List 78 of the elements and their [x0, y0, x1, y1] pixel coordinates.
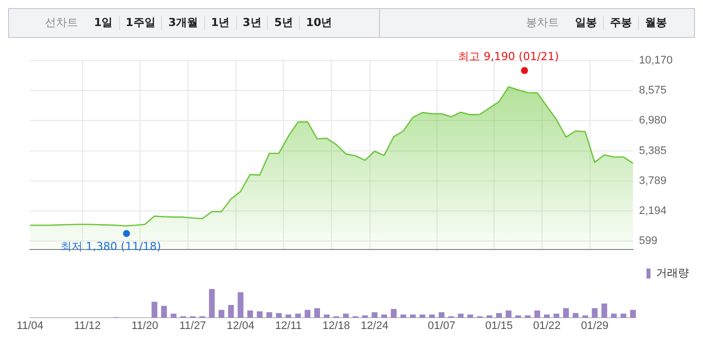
- x-tick-label: 11/20: [130, 320, 160, 333]
- text: 1주일: [118, 16, 162, 30]
- bar: [458, 314, 464, 318]
- bar: [170, 314, 176, 318]
- bar: [572, 313, 578, 318]
- text: 봉차트: [525, 16, 560, 30]
- bar: [601, 304, 608, 318]
- x-tick-label: 11/04: [16, 320, 44, 333]
- y-tick-label: 599: [639, 234, 658, 247]
- text: 5년: [267, 16, 299, 30]
- x-tick-label: 01/22: [532, 320, 562, 333]
- bar: [295, 314, 301, 318]
- text: 선차트: [44, 16, 79, 30]
- y-tick-label: 2,194: [639, 204, 667, 217]
- bar: [238, 292, 244, 318]
- x-tick-label: 01/07: [426, 320, 456, 333]
- bar: [524, 315, 531, 318]
- x-tick-label: 12/11: [274, 320, 303, 333]
- bar: [534, 310, 540, 318]
- x-tick-label: 11/12: [73, 320, 102, 333]
- bar: [620, 314, 626, 318]
- y-tick-label: 8,575: [639, 84, 667, 97]
- bar: [496, 313, 502, 318]
- legend-label: 거래량: [656, 268, 689, 280]
- x-tick-label: 01/29: [580, 320, 610, 333]
- text: 주봉: [603, 16, 638, 30]
- bar: [247, 310, 254, 318]
- bar: [506, 310, 512, 318]
- bar: [630, 310, 636, 318]
- bar: [208, 289, 215, 318]
- bar: [276, 313, 282, 318]
- text: 1일: [93, 16, 114, 30]
- bar: [420, 314, 426, 318]
- bar: [324, 314, 330, 318]
- x-tick-label: 12/24: [360, 320, 388, 332]
- bar: [438, 312, 444, 318]
- bar: [467, 314, 474, 318]
- bar: [563, 308, 569, 318]
- y-tick-label: 3,789: [639, 174, 667, 187]
- bar: [372, 312, 378, 318]
- bar: [304, 310, 310, 318]
- bar: [554, 314, 560, 318]
- bar: [161, 306, 167, 318]
- bar: [400, 314, 406, 318]
- bar: [390, 309, 397, 318]
- bar: [256, 311, 263, 318]
- bar: [228, 304, 234, 318]
- text: 3개월: [161, 16, 204, 30]
- bar: [429, 314, 435, 318]
- text: 일봉: [574, 16, 598, 30]
- x-tick-label: 01/15: [484, 320, 514, 333]
- bar: [486, 315, 492, 318]
- bar: [381, 314, 388, 318]
- bar: [610, 314, 617, 318]
- y-tick-label: 10,170: [639, 54, 673, 67]
- bar: [152, 302, 158, 318]
- x-tick-label: 11/27: [178, 320, 208, 333]
- y-tick-label: 5,385: [639, 144, 667, 157]
- bar: [314, 308, 320, 318]
- bar: [515, 315, 522, 318]
- annotation: 최저 1,380 (11/18): [59, 238, 162, 254]
- x-tick-label: 12/18: [322, 320, 350, 332]
- bar: [362, 315, 368, 318]
- bar: [582, 315, 588, 318]
- text: 1년: [204, 16, 236, 30]
- bar: [410, 314, 416, 318]
- text: 3년: [236, 16, 268, 30]
- bar: [266, 312, 272, 318]
- bar: [544, 314, 550, 318]
- annotation: 최고 9,190 (01/21): [457, 48, 560, 64]
- text: 월봉: [638, 16, 673, 30]
- x-tick-label: 12/04: [226, 320, 256, 333]
- text: 10년: [298, 16, 338, 30]
- bar: [218, 310, 224, 318]
- bar: [592, 308, 598, 318]
- y-tick-label: 6,980: [639, 114, 667, 127]
- bar: [286, 314, 292, 318]
- bar: [342, 314, 349, 318]
